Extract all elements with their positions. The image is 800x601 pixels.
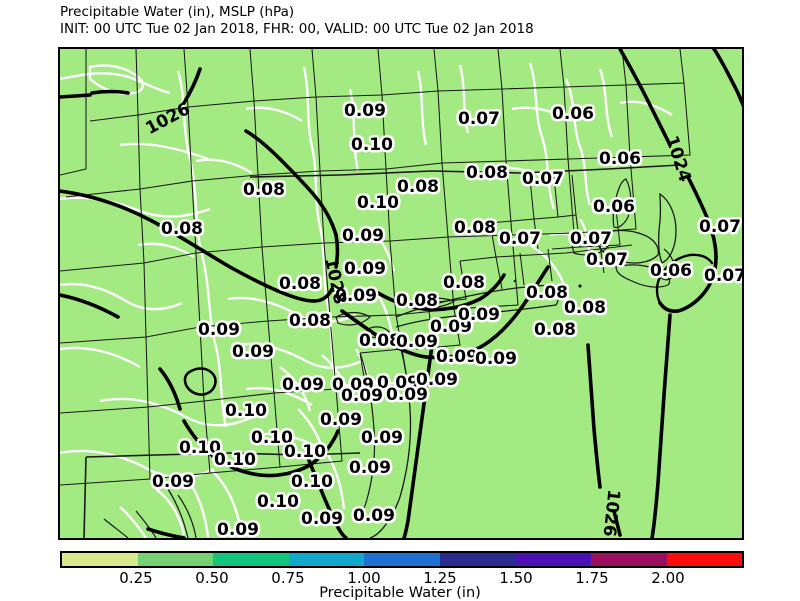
map-geography-layer <box>60 49 742 538</box>
colorbar-tick: 1.00 <box>347 569 381 587</box>
water-lines <box>60 62 673 538</box>
colorbar <box>60 551 744 568</box>
colorbar-segment <box>137 553 214 566</box>
chart-title: Precipitable Water (in), MSLP (hPa) <box>60 4 295 20</box>
colorbar-segment <box>590 553 667 566</box>
chart-title-block: Precipitable Water (in), MSLP (hPa) INIT… <box>60 4 760 38</box>
mslp-isobar-label: 1022 <box>743 145 744 196</box>
colorbar-axis-label: Precipitable Water (in) <box>319 585 481 601</box>
colorbar-segment <box>439 553 516 566</box>
colorbar-segment <box>288 553 365 566</box>
colorbar-segment <box>666 553 743 566</box>
colorbar-tick-labels: 0.25 0.50 0.75 1.00 1.25 1.50 1.75 2.00 <box>60 569 744 589</box>
colorbar-segment <box>213 553 289 566</box>
colorbar-segment <box>515 553 591 566</box>
colorbar-tick: 0.50 <box>195 569 229 587</box>
colorbar-tick: 0.75 <box>271 569 305 587</box>
colorbar-tick: 0.25 <box>119 569 153 587</box>
colorbar-segment <box>364 553 440 566</box>
chart-subtitle: INIT: 00 UTC Tue 02 Jan 2018, FHR: 00, V… <box>60 21 534 37</box>
county-borders <box>60 49 691 538</box>
colorbar-segment <box>62 553 138 566</box>
colorbar-tick: 1.25 <box>423 569 457 587</box>
colorbar-tick: 2.00 <box>651 569 685 587</box>
map-plot-area: 0.09 0.07 0.06 0.10 0.06 0.08 0.08 0.08 0.07 0.10… <box>58 47 744 540</box>
colorbar-tick: 1.50 <box>499 569 533 587</box>
mslp-isobars <box>60 49 742 538</box>
colorbar-tick: 1.75 <box>575 569 609 587</box>
